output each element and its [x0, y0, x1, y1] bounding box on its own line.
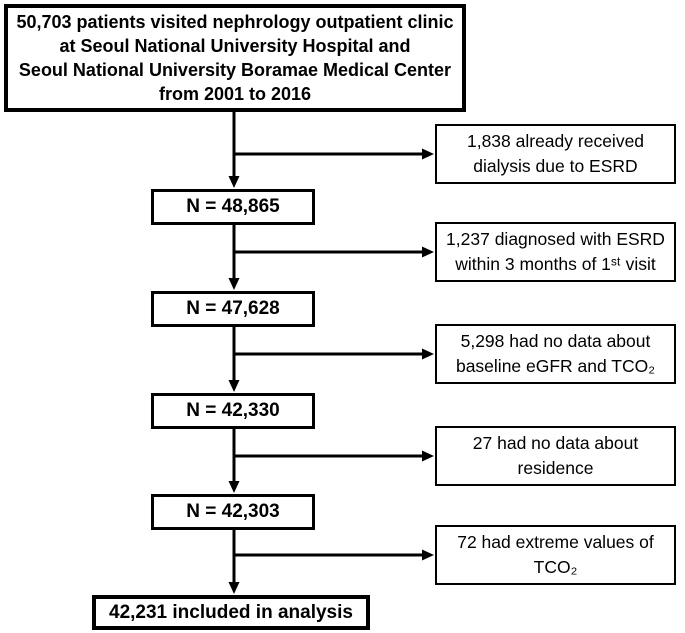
exclusion-box-4-line: 27 had no data about: [472, 433, 639, 453]
n-box-4-label: N = 42,303: [186, 501, 280, 522]
exclusion-box-3-line: 5,298 had no data about: [460, 331, 651, 351]
exclusion-box-5-line: 72 had extreme values of: [457, 532, 654, 552]
n-box-4: N = 42,303: [151, 494, 315, 530]
exclusion-box-1: 1,838 already received dialysis due to E…: [435, 124, 676, 184]
source-box-line: at Seoul National University Hospital an…: [59, 36, 411, 56]
exclusion-box-3-line: baseline eGFR and TCO₂: [455, 356, 656, 376]
source-box-line: from 2001 to 2016: [158, 84, 312, 104]
exclusion-box-2-line: within 3 months of 1ˢᵗ visit: [455, 254, 656, 274]
exclusion-box-4: 27 had no data about residence: [435, 426, 676, 486]
n-box-3-label: N = 42,330: [186, 400, 280, 421]
source-box: 50,703 patients visited nephrology outpa…: [4, 4, 466, 112]
exclusion-box-2-line: 1,237 diagnosed with ESRD: [446, 229, 665, 249]
n-box-2: N = 47,628: [151, 291, 315, 327]
n-box-1: N = 48,865: [151, 189, 315, 225]
exclusion-box-1-line: dialysis due to ESRD: [473, 156, 638, 176]
exclusion-box-5-line: TCO₂: [533, 557, 578, 577]
final-box-label: 42,231 included in analysis: [109, 601, 353, 623]
final-box: 42,231 included in analysis: [92, 595, 370, 630]
exclusion-box-5: 72 had extreme values of TCO₂: [435, 525, 676, 585]
source-box-line: 50,703 patients visited nephrology outpa…: [16, 12, 454, 32]
exclusion-box-1-line: 1,838 already received: [466, 131, 645, 151]
exclusion-box-4-line: residence: [517, 458, 594, 478]
n-box-3: N = 42,330: [151, 393, 315, 429]
exclusion-box-2: 1,237 diagnosed with ESRD within 3 month…: [435, 222, 676, 282]
n-box-2-label: N = 47,628: [186, 298, 280, 319]
exclusion-box-3: 5,298 had no data about baseline eGFR an…: [435, 324, 676, 384]
source-box-line: Seoul National University Boramae Medica…: [18, 60, 452, 80]
n-box-1-label: N = 48,865: [186, 196, 280, 217]
